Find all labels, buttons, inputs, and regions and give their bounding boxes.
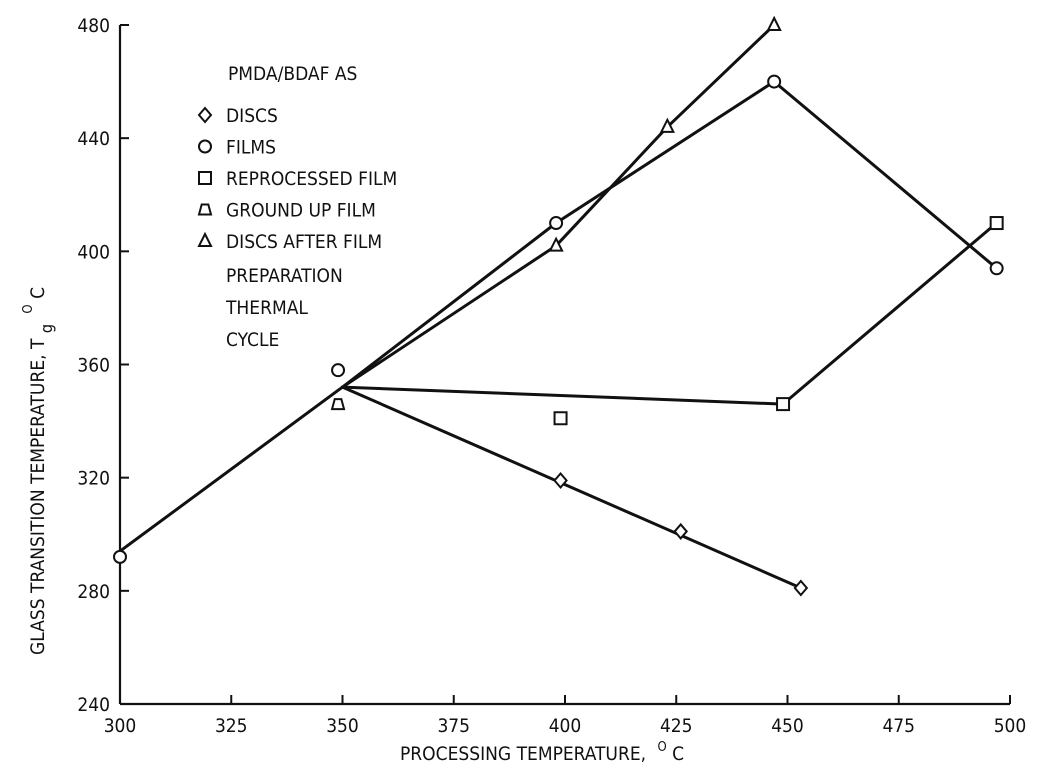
y-tick-label: 320 (77, 468, 110, 490)
data-point-circle (991, 262, 1003, 274)
legend-note-3: CYCLE (226, 329, 279, 351)
data-point-circle (114, 551, 126, 563)
svg-text:PROCESSING TEMPERATURE,: PROCESSING TEMPERATURE, O C (400, 734, 684, 765)
y-axis-title: GLASS TRANSITION TEMPERATURE, T g O C (15, 287, 57, 655)
y-tick-label: 280 (77, 581, 110, 603)
legend-label: DISCS (226, 105, 278, 127)
series-line-diamond (343, 387, 801, 588)
x-tick-label: 325 (215, 715, 248, 737)
legend-marker-triangle (199, 234, 211, 246)
legend-note-2: THERMAL (225, 297, 308, 319)
legend-marker-triangle-half (199, 205, 211, 215)
legend-label: GROUND UP FILM (226, 200, 376, 222)
y-tick-label: 480 (77, 15, 110, 37)
data-point-square (555, 412, 567, 424)
legend-label: FILMS (226, 137, 276, 159)
x-tick-label: 400 (549, 715, 582, 737)
y-axis-title-text: GLASS TRANSITION TEMPERATURE, T (27, 338, 49, 655)
x-tick-label: 425 (660, 715, 693, 737)
data-point-square (777, 398, 789, 410)
x-axis-unit: C (672, 743, 684, 765)
legend-marker-diamond (199, 108, 211, 122)
y-axis-degree: O (21, 304, 36, 313)
y-tick-label: 360 (77, 355, 110, 377)
x-tick-label: 375 (437, 715, 470, 737)
svg-text:GLASS TRANSITION TEMPERATURE,: GLASS TRANSITION TEMPERATURE, T g O C (15, 287, 57, 655)
series-line-triangle (343, 25, 775, 387)
legend-marker-circle (199, 141, 211, 153)
y-axis-subscript: g (37, 324, 56, 333)
legend-marker-square (199, 172, 211, 184)
data-point-circle (768, 76, 780, 88)
x-axis-title-text: PROCESSING TEMPERATURE, (400, 743, 646, 765)
legend-title: PMDA/BDAF AS (228, 63, 357, 85)
x-tick-label: 450 (771, 715, 804, 737)
x-tick-label: 350 (326, 715, 359, 737)
x-tick-label: 500 (994, 715, 1027, 737)
data-point-triangle (768, 18, 780, 30)
x-axis-degree: O (657, 740, 666, 755)
x-tick-label: 300 (104, 715, 137, 737)
y-tick-label: 400 (77, 241, 110, 263)
legend-note-1: PREPARATION (226, 265, 343, 287)
data-point-triangle-half (332, 399, 344, 409)
ticks: 300 325 350 375 400 425 450 475 500 240 280 320 360 4… (77, 15, 1026, 737)
data-point-circle (550, 217, 562, 229)
data-point-diamond (795, 581, 807, 595)
x-tick-label: 475 (882, 715, 915, 737)
y-axis-unit: C (27, 287, 49, 299)
legend-items: DISCS FILMS REPROCESSED FILM GROUND UP FILM… (199, 105, 397, 253)
legend: PMDA/BDAF AS DISCS FILMS REPROCESSED FILM G… (199, 63, 397, 351)
y-tick-label: 240 (77, 694, 110, 716)
data-point-circle (332, 364, 344, 376)
y-tick-label: 440 (77, 128, 110, 150)
x-axis-title: PROCESSING TEMPERATURE, O C (400, 734, 684, 765)
data-point-square (991, 217, 1003, 229)
legend-label: REPROCESSED FILM (226, 168, 397, 190)
legend-label: DISCS AFTER FILM (226, 231, 382, 253)
